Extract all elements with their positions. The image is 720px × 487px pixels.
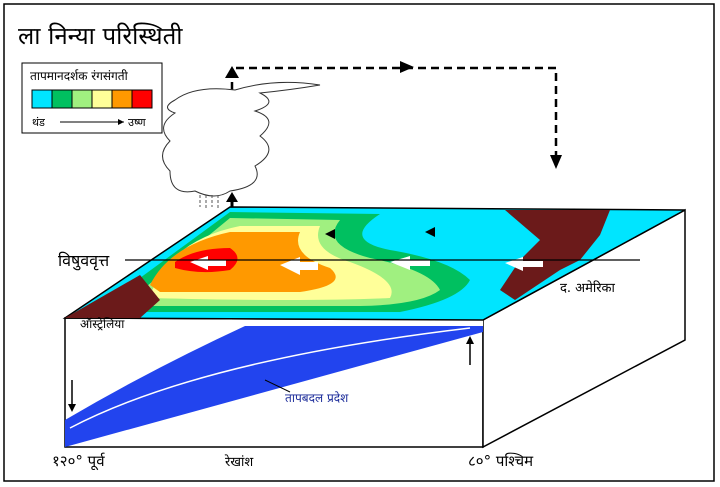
arrow-up-2 [226, 192, 238, 202]
arrow-up [225, 66, 239, 78]
down-arrow-head [68, 404, 76, 412]
south-america-label: द. अमेरिका [560, 280, 616, 296]
australia-land [65, 275, 160, 318]
legend-swatch [111, 89, 133, 109]
equator-label: विषुववृत्त [58, 251, 110, 271]
legend-swatch [131, 89, 153, 109]
legend-cold: थंड [32, 116, 45, 129]
legend-title: तापमानदर्शक रंगसंगती [30, 69, 129, 83]
arrow-right [400, 61, 414, 73]
thermocline-pointer [264, 379, 291, 393]
cloud [162, 81, 321, 209]
legend-hot: उष्ण [128, 116, 147, 129]
longitude-label: रेखांश [224, 454, 254, 470]
east-longitude: ८०° पश्चिम [468, 452, 534, 470]
legend-arrow-head [118, 119, 124, 125]
arrow-down [550, 155, 562, 169]
thermocline-line [69, 327, 471, 429]
south-america-land [500, 210, 610, 300]
legend-swatch [51, 89, 73, 109]
surface-layer [245, 320, 483, 326]
legend-swatch [91, 89, 113, 109]
legend-swatch [31, 89, 53, 109]
australia-label: ऑस्ट्रेलिया [80, 317, 125, 331]
zone-orange [150, 232, 336, 292]
title: ला निन्या परिस्थिती [18, 22, 183, 50]
west-longitude: १२०° पूर्व [52, 452, 106, 471]
up-arrow-head [466, 336, 474, 344]
legend: तापमानदर्शक रंगसंगती थंड उष्ण [21, 62, 163, 134]
dashed-loop [230, 66, 558, 165]
legend-swatch [71, 89, 93, 109]
thermocline-label: तापबदल प्रदेश [285, 391, 349, 405]
